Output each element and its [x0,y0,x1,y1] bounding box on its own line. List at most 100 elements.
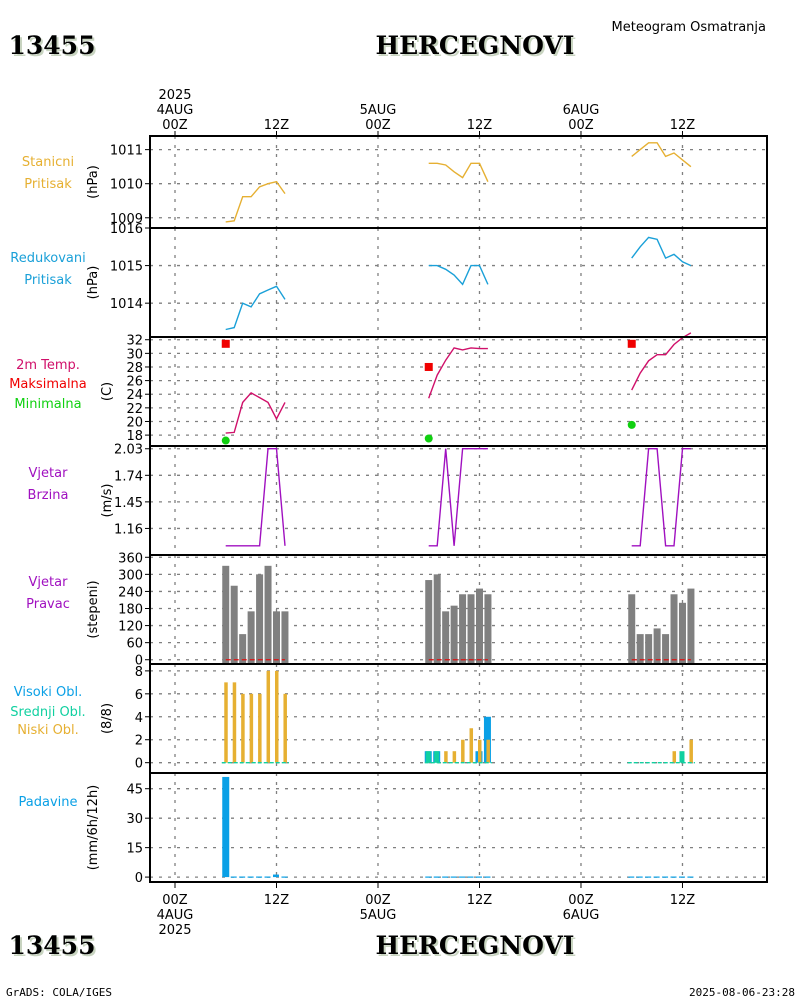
panel-clouds: 0 2 4 6 8 Visoki Obl. Srednji Obl. Niski Obl. (8… [10,663,768,774]
y-tick-label: 1014 [110,297,143,312]
series-line [631,142,692,168]
series-line [225,448,286,547]
y-tick-label: 6 [135,688,143,703]
x-tick-label-bottom: 2025 [158,923,191,938]
y-axis-label: (8/8) [100,703,115,734]
y-tick-label: 45 [126,783,143,798]
x-tick-label-top: 5AUG [360,103,397,118]
y-tick-label: 1016 [110,222,143,237]
y-axis-label: (stepeni) [86,580,101,638]
precip-bar [239,876,246,878]
wind-direction-bar [687,588,695,664]
y-tick-label: 2 [135,734,143,749]
station-id-shadow: 13455 [11,33,98,62]
y-tick-label: 1.16 [114,522,143,537]
wind-direction-bar [628,594,636,664]
wind-direction-bar [645,634,653,664]
y-tick-label: 26 [126,375,143,390]
series-line [225,392,286,434]
precip-bar [247,876,254,878]
credit-text: GrADS: COLA/IGES [6,986,112,999]
y-tick-label: 0 [135,654,143,669]
y-tick-label: 15 [126,842,143,857]
precip-bar [256,876,263,878]
y-tick-label: 32 [126,334,143,349]
min-temp-marker [627,420,636,429]
x-tick-label-top: 12Z [264,118,290,133]
max-temp-marker [627,339,636,348]
station-name: HERCEGNOVI [375,31,574,60]
panel-title: Pravac [26,597,70,612]
footer-station-id-shadow: 13455 [11,933,98,962]
cloud-low-bar [274,670,279,763]
wind-direction-bar [678,602,686,664]
x-tick-label-bottom: 00Z [162,893,188,908]
y-tick-label: 1009 [110,212,143,227]
wind-direction-bar [230,585,238,664]
panel-title: Padavine [19,795,78,810]
series-line [631,448,691,547]
precip-bar [450,876,457,878]
cloud-low-bar [452,751,457,763]
panel-frame [149,227,768,338]
panel-title: Brzina [28,488,69,503]
y-tick-label: 20 [126,415,143,430]
series-line [631,332,692,391]
wind-direction-bar [272,611,280,664]
wind-direction-bar [475,588,483,664]
precip-bar [272,874,279,878]
cloud-low-bar [249,693,254,763]
x-tick-label-bottom: 5AUG [360,908,397,923]
precip-bar [467,876,474,878]
precip-bar [687,876,694,878]
precip-bar [433,876,440,878]
x-tick-label-bottom: 00Z [568,893,594,908]
precip-bar [670,876,677,878]
series-line [428,347,488,399]
panel-title: Srednji Obl. [10,705,85,720]
x-tick-label-top: 00Z [568,118,594,133]
min-temp-marker [221,436,230,445]
footer-station-name-shadow: HERCEGNOVI [377,933,576,962]
wind-direction-bar [450,605,458,664]
cloud-mid-bar [425,751,431,763]
wind-direction-bar [442,611,450,664]
y-axis-label: (mm/6h/12h) [86,785,101,871]
cloud-low-bar [266,670,271,763]
x-tick-label-bottom: 4AUG [157,908,194,923]
cloud-low-bar [672,751,677,763]
series-line [631,236,692,267]
series-line [428,264,489,286]
precip-bar [425,876,432,878]
wind-direction-bar [239,634,247,664]
precip-bar [442,876,449,878]
precip-bar [628,876,635,878]
x-tick-label-top: 12Z [467,118,493,133]
y-tick-label: 22 [126,402,143,417]
wind-direction-bar [484,594,492,664]
panel-station_pressure: 1009 1010 1011 Stanicni Pritisak (hPa) [22,135,768,229]
y-tick-label: 1010 [110,178,143,193]
y-tick-label: 30 [126,812,143,827]
cloud-low-bar [258,693,262,763]
y-tick-label: 4 [135,711,143,726]
y-axis-label: (C) [100,382,115,401]
precip-bar [653,876,660,878]
y-tick-label: 24 [126,388,143,403]
panel-title: Vjetar [29,466,69,481]
cloud-low-bar [461,739,465,763]
y-tick-label: 1011 [110,144,143,159]
y-tick-label: 2.03 [114,443,143,458]
x-tick-label-bottom: 00Z [365,893,391,908]
series-line [428,162,489,182]
footer-station-id: 13455 [9,931,96,960]
x-tick-label-top: 12Z [670,118,696,133]
cloud-low-bar [232,682,237,763]
y-tick-label: 28 [126,361,143,376]
precip-bar [645,876,652,878]
panel-title: Maksimalna [9,377,87,392]
wind-direction-bar [264,565,272,664]
cloud-low-bar [241,693,245,763]
wind-direction-bar [670,594,678,664]
